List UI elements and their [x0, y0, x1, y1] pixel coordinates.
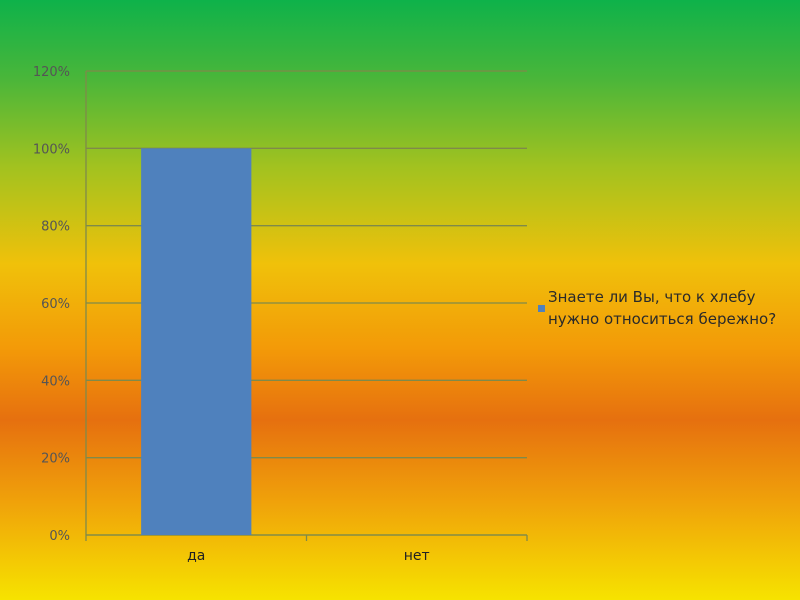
x-category-label: нет — [404, 548, 430, 564]
bar-1 — [141, 148, 252, 536]
y-tick-label: 20% — [41, 452, 70, 467]
y-tick-labels: 0% 20% 40% 60% 80% 100% 120% — [33, 65, 70, 544]
x-category-label: да — [187, 548, 205, 564]
y-tick-label: 60% — [41, 297, 70, 312]
y-tick-label: 40% — [41, 374, 70, 389]
x-category-labels: да нет — [187, 548, 430, 564]
y-tick-label: 120% — [33, 65, 70, 80]
legend-swatch — [538, 304, 545, 312]
y-tick-label: 80% — [41, 220, 70, 235]
y-tick-label: 100% — [33, 142, 70, 157]
legend: Знаете ли Вы, что к хлебу нужно относить… — [538, 286, 788, 330]
bars — [141, 148, 252, 536]
legend-label: Знаете ли Вы, что к хлебу нужно относить… — [548, 288, 777, 328]
y-tick-label: 0% — [49, 529, 70, 544]
